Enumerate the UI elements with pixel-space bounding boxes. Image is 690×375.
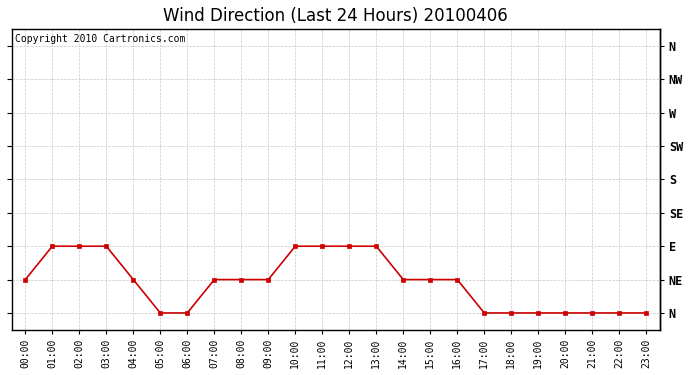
Text: Copyright 2010 Cartronics.com: Copyright 2010 Cartronics.com xyxy=(15,34,186,44)
Title: Wind Direction (Last 24 Hours) 20100406: Wind Direction (Last 24 Hours) 20100406 xyxy=(164,7,508,25)
